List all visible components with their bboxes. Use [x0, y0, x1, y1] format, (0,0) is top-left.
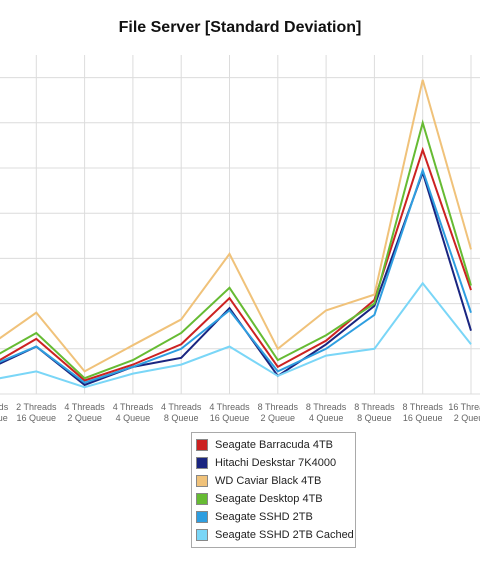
- legend-item: Seagate SSHD 2TB Cached: [196, 526, 355, 544]
- legend-swatch: [196, 475, 208, 487]
- legend-item: Seagate Desktop 4TB: [196, 490, 355, 508]
- series-line: [0, 146, 472, 382]
- series-line: [0, 167, 472, 384]
- x-tick-label: 4 Threads: [209, 402, 250, 412]
- legend-swatch: [196, 511, 208, 523]
- x-tick-label: 4 Queue: [309, 413, 344, 423]
- x-tick-label: 1 Threads: [0, 402, 9, 412]
- legend-swatch: [196, 439, 208, 451]
- series-line: [0, 79, 472, 373]
- legend-item: Seagate Barracuda 4TB: [196, 436, 355, 454]
- legend-label: Seagate Desktop 4TB: [215, 493, 323, 505]
- x-tick-label: 2 Queue: [454, 413, 480, 423]
- legend-label: Seagate SSHD 2TB: [215, 511, 313, 523]
- x-tick-label: 4 Queue: [116, 413, 151, 423]
- legend-item: WD Caviar Black 4TB: [196, 472, 355, 490]
- chart-legend: Seagate Barracuda 4TB Hitachi Deskstar 7K…: [191, 432, 356, 548]
- x-tick-label: 8 Threads: [258, 402, 299, 412]
- x-tick-label: 4 Threads: [161, 402, 202, 412]
- x-tick-label: 2 Queue: [261, 413, 296, 423]
- chart-title: File Server [Standard Deviation]: [118, 19, 362, 36]
- x-tick-label: 8 Threads: [403, 402, 444, 412]
- legend-swatch: [196, 457, 208, 469]
- legend-label: Hitachi Deskstar 7K4000: [215, 457, 337, 469]
- x-tick-label: 8 Threads: [306, 402, 347, 412]
- x-tick-label: 8 Queue: [357, 413, 392, 423]
- legend-item: Seagate SSHD 2TB: [196, 508, 355, 526]
- series-lines: [0, 79, 472, 389]
- series-line: [0, 169, 472, 387]
- x-tick-label: 16 Queue: [0, 413, 8, 423]
- x-tick-label: 16 Queue: [403, 413, 443, 423]
- x-tick-label: 4 Threads: [64, 402, 105, 412]
- series-line: [0, 281, 472, 389]
- x-tick-label: 2 Threads: [16, 402, 57, 412]
- x-tick-label: 16 Threads: [448, 402, 480, 412]
- legend-label: Seagate Barracuda 4TB: [215, 439, 334, 451]
- legend-label: WD Caviar Black 4TB: [215, 475, 322, 487]
- x-tick-label: 4 Threads: [113, 402, 154, 412]
- x-tick-label: 16 Queue: [17, 413, 57, 423]
- legend-swatch: [196, 493, 208, 505]
- x-tick-label: 2 Queue: [67, 413, 102, 423]
- grid-lines: [0, 55, 480, 395]
- x-tick-label: 8 Queue: [164, 413, 199, 423]
- series-line: [0, 119, 472, 380]
- legend-swatch: [196, 529, 208, 541]
- x-tick-label: 16 Queue: [210, 413, 250, 423]
- legend-label: Seagate SSHD 2TB Cached: [215, 529, 354, 541]
- legend-item: Hitachi Deskstar 7K4000: [196, 454, 355, 472]
- x-tick-label: 8 Threads: [354, 402, 395, 412]
